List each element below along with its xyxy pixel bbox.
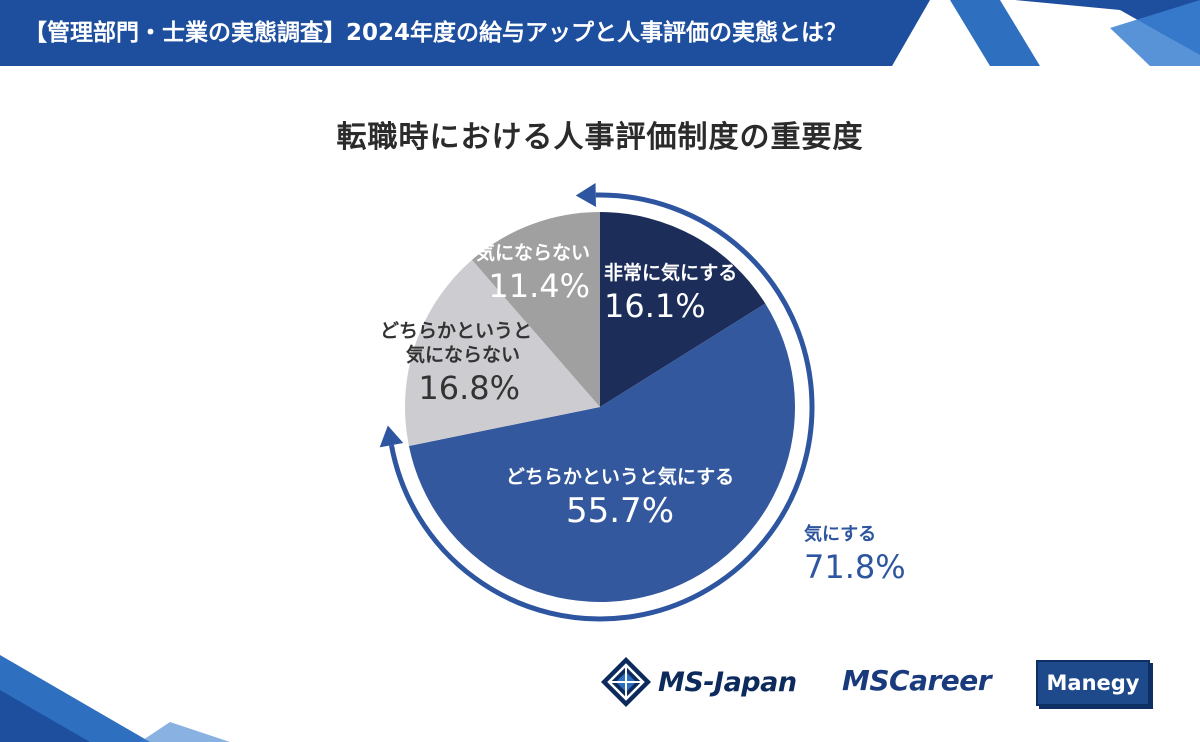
logo-manegy: Manegy xyxy=(1036,660,1150,706)
chart-title: 転職時における人事評価制度の重要度 xyxy=(336,120,864,155)
logo-ms-japan: MS-Japan xyxy=(600,656,797,708)
slice-label-value: 55.7% xyxy=(565,490,674,531)
slice-label-name: 全く気にならない xyxy=(437,242,590,264)
slice-not-concerned xyxy=(471,212,600,407)
header-band-stripe-2 xyxy=(1015,0,1200,55)
header-band-stripe-3 xyxy=(1110,0,1200,66)
total-annotation-label: 気にする xyxy=(804,524,877,545)
header-title: 【管理部門・士業の実態調査】2024年度の給与アップと人事評価の実態とは？ xyxy=(24,20,848,46)
total-arrow xyxy=(379,183,815,622)
total-arrow-arc xyxy=(389,192,815,622)
pie-slices xyxy=(405,212,795,602)
slice-label-name-line2: 気にならない xyxy=(405,343,520,366)
slice-label-very-concerned: 非常に気にする 16.1% xyxy=(604,262,737,326)
slice-somewhat-concerned xyxy=(408,303,795,602)
slice-label-name: どちらかというと気にする xyxy=(505,466,735,488)
total-annotation-value: 71.8% xyxy=(804,547,906,586)
footer-logos: MS-Japan MSCareer Manegy xyxy=(600,652,1160,712)
slice-label-name: 非常に気にする xyxy=(604,262,738,284)
slice-label-value: 11.4% xyxy=(488,266,590,305)
slice-label-not-concerned: 全く気にならない 11.4% xyxy=(428,242,590,306)
slice-label-value: 16.8% xyxy=(418,368,520,407)
slice-label-name-line1: どちらかというと xyxy=(380,320,533,342)
header-band-stripe-1 xyxy=(950,0,1040,66)
logo-ms-career: MSCareer xyxy=(842,664,992,697)
ms-japan-logo-icon xyxy=(601,657,651,707)
slice-somewhat-unconcerned xyxy=(405,259,600,446)
slice-label-somewhat-concerned: どちらかというと気にする 55.7% xyxy=(470,466,770,532)
slice-label-value: 16.1% xyxy=(604,286,706,325)
total-arrow-head-top xyxy=(575,183,597,208)
slice-label-somewhat-unconcerned: どちらかというと 気にならない 16.8% xyxy=(380,320,533,408)
total-annotation: 気にする 71.8% xyxy=(804,524,906,587)
header-band-main xyxy=(0,0,930,66)
slice-very-concerned xyxy=(600,212,766,407)
total-arrow-head-end xyxy=(379,425,404,448)
header-band xyxy=(0,0,1200,66)
logo-ms-japan-text: MS-Japan xyxy=(658,666,797,698)
